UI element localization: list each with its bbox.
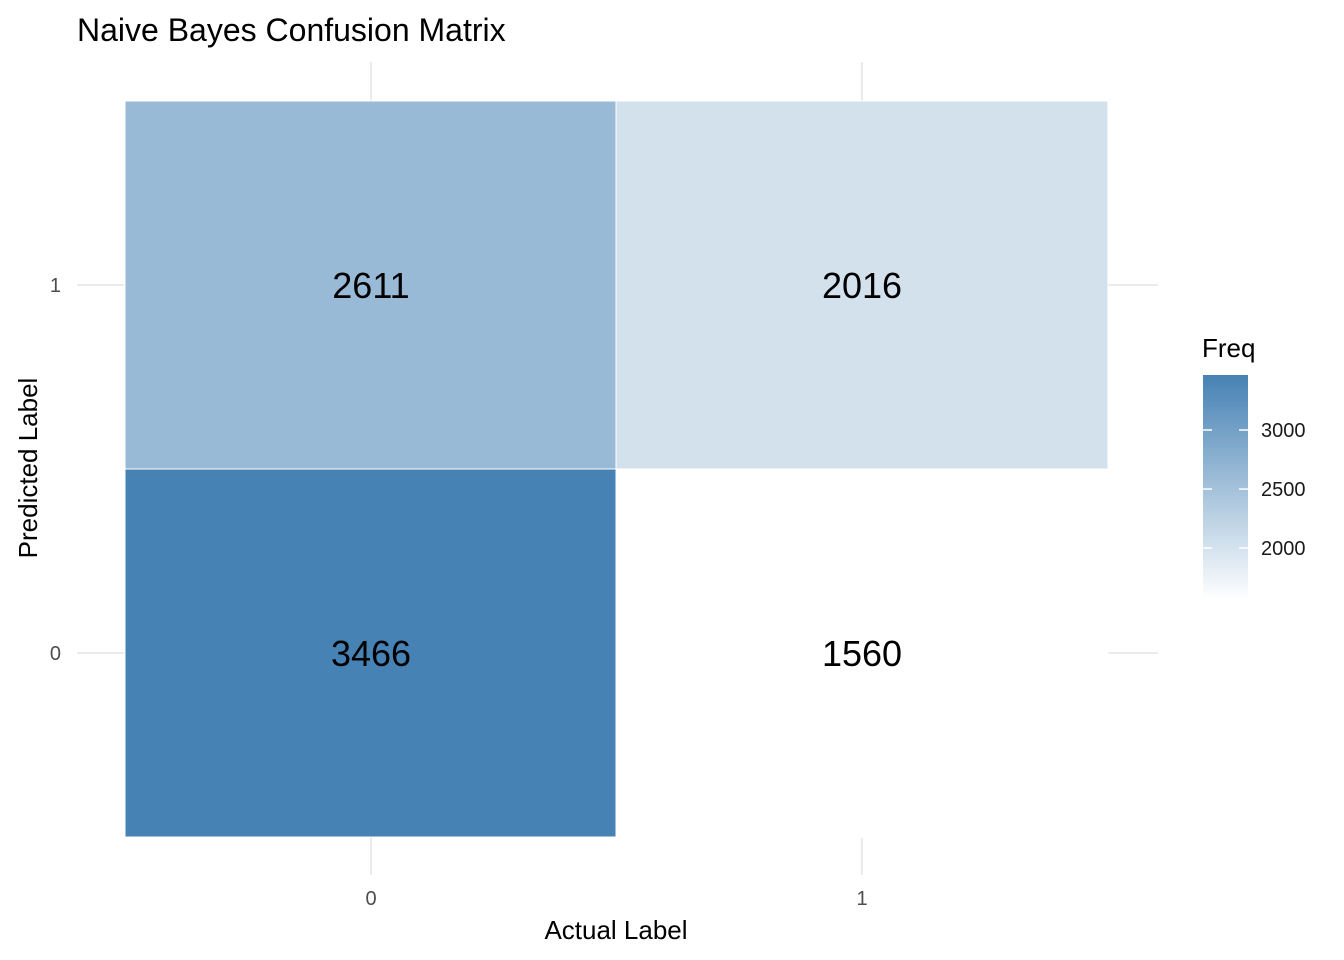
heatmap-cells bbox=[124, 100, 1109, 838]
legend-title: Freq bbox=[1202, 333, 1255, 363]
y-tick-label-0: 0 bbox=[50, 643, 61, 665]
legend-tick-label-3000: 3000 bbox=[1261, 420, 1306, 442]
cell-value-label-0-0: 3466 bbox=[331, 633, 411, 674]
y-axis-ticks: 01 bbox=[50, 275, 61, 665]
heatmap-cell-1-0 bbox=[615, 468, 1109, 838]
cell-value-label-1-1: 2016 bbox=[822, 265, 902, 306]
heatmap-cell-0-0 bbox=[124, 468, 618, 838]
cell-value-label-1-0: 1560 bbox=[822, 633, 902, 674]
x-axis-title: Actual Label bbox=[544, 915, 687, 945]
legend-tick-label-2000: 2000 bbox=[1261, 538, 1306, 560]
x-tick-label-0: 0 bbox=[365, 888, 376, 910]
cell-value-label-0-1: 2611 bbox=[332, 265, 409, 306]
y-tick-label-1: 1 bbox=[50, 275, 61, 297]
legend-tick-label-2500: 2500 bbox=[1261, 479, 1306, 501]
legend-ticks: 3000 2500 2000 bbox=[1203, 420, 1306, 560]
heatmap-cell-0-1 bbox=[124, 100, 618, 470]
legend-colorbar bbox=[1203, 375, 1248, 600]
heatmap-cell-labels: 2611 2016 3466 1560 bbox=[331, 265, 902, 674]
chart-title: Naive Bayes Confusion Matrix bbox=[77, 12, 506, 48]
y-axis-title: Predicted Label bbox=[13, 378, 43, 559]
x-tick-label-1: 1 bbox=[856, 888, 867, 910]
color-legend: Freq 3000 2500 2000 bbox=[1202, 333, 1306, 600]
